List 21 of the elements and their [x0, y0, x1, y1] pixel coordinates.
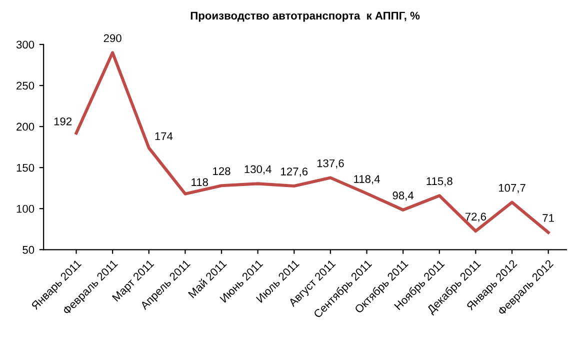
y-tick-label: 250: [16, 82, 34, 90]
data-label: 127,6: [281, 168, 308, 177]
data-label: 115,8: [426, 177, 452, 186]
data-label: 72,6: [465, 212, 486, 222]
data-label: 71: [542, 214, 554, 222]
chart-title: Производство автотранспорта к АППГ, %: [190, 12, 420, 22]
data-label: 192: [54, 117, 72, 126]
y-tick-label: 300: [16, 40, 34, 49]
data-label: 107,7: [498, 184, 526, 194]
data-label: 290: [104, 34, 122, 42]
y-tick-label: 200: [16, 122, 34, 131]
data-label: 118,4: [354, 175, 380, 184]
data-label: 137,6: [317, 159, 344, 169]
data-label: 98,4: [392, 192, 414, 201]
data-label: 128: [213, 167, 230, 176]
data-label: 118: [192, 178, 208, 186]
data-label: 174: [155, 132, 173, 140]
data-label: 130,4: [244, 165, 272, 174]
y-tick-label: 150: [16, 164, 34, 172]
y-tick-label: 50: [22, 246, 34, 254]
y-tick-label: 100: [16, 204, 34, 213]
